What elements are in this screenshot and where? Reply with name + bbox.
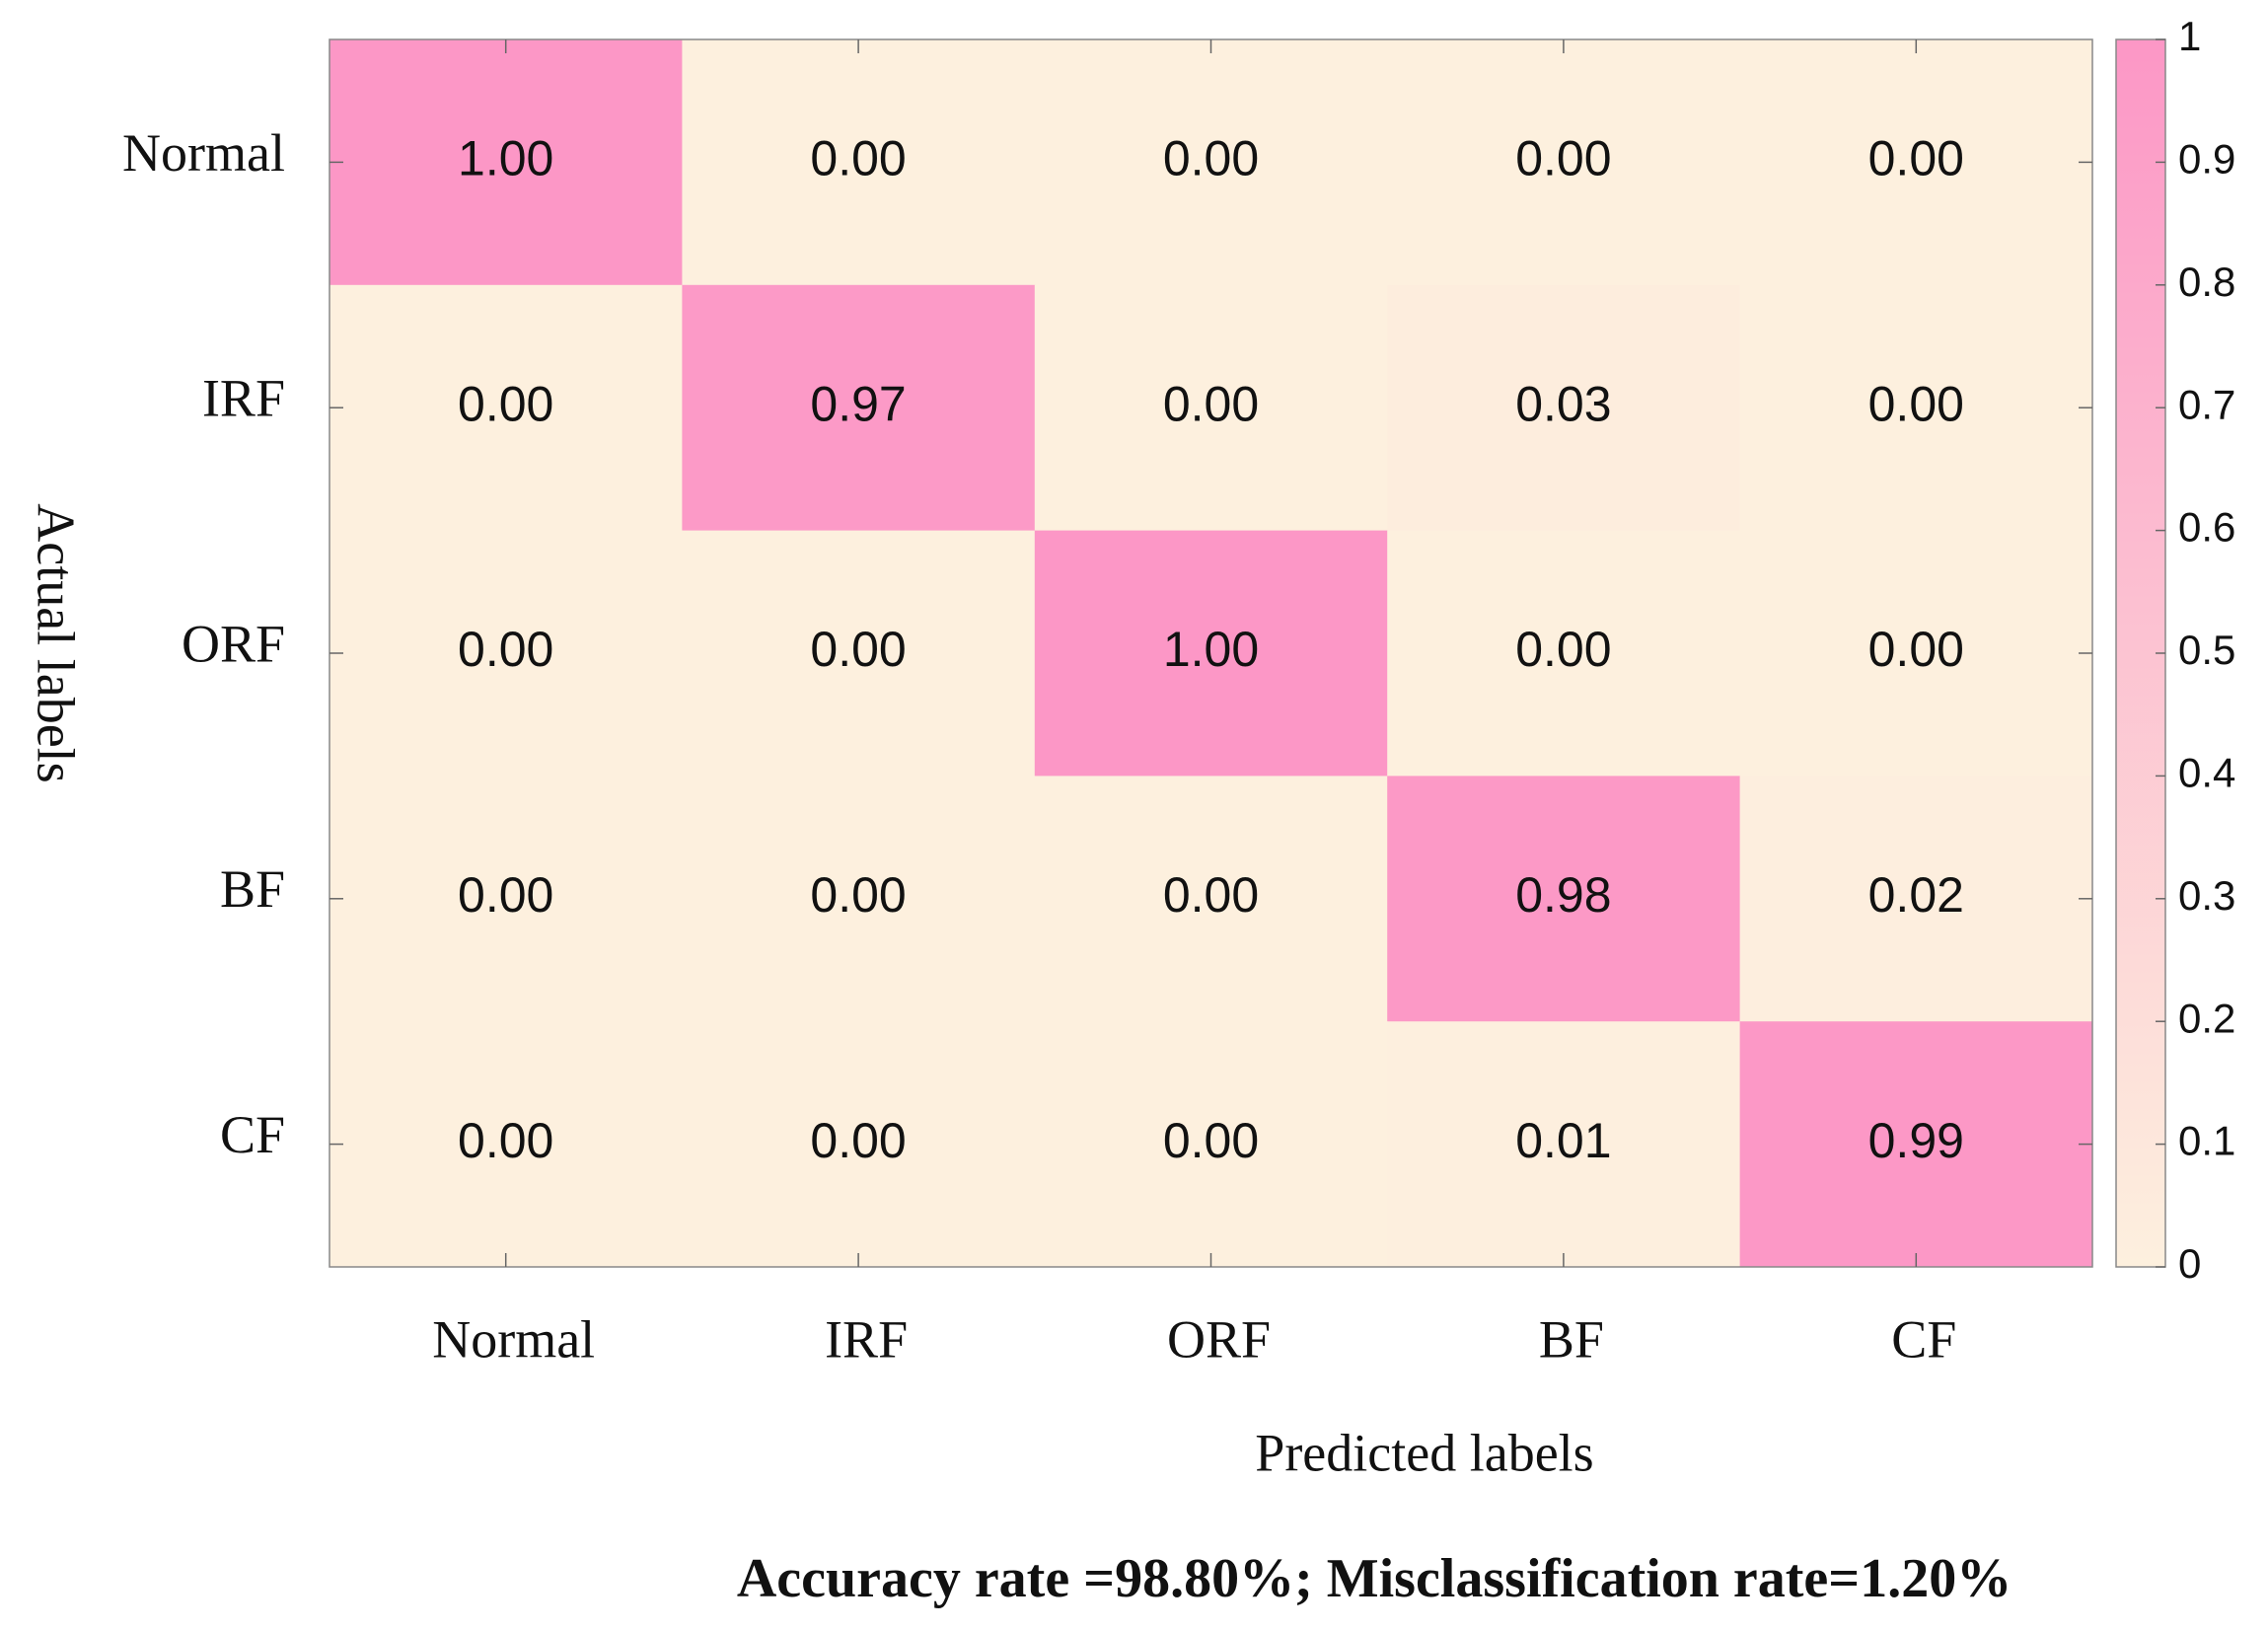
cell-label: 0.00 xyxy=(1515,131,1611,186)
cell xyxy=(1387,776,1741,1022)
cell-label: 0.97 xyxy=(810,376,906,431)
colorbar-tick-label: 0.1 xyxy=(2178,1118,2235,1164)
cell xyxy=(1034,530,1388,777)
x-tick-label: CF xyxy=(1891,1309,1956,1369)
colorbar-tick-label: 0.9 xyxy=(2178,135,2235,182)
x-tick-label: IRF xyxy=(825,1309,908,1369)
y-tick-label: Normal xyxy=(122,123,285,183)
y-axis-title: Actual labels xyxy=(27,503,86,782)
x-axis-title: Predicted labels xyxy=(1255,1423,1593,1482)
colorbar-tick-label: 0.2 xyxy=(2178,995,2235,1041)
cell xyxy=(329,776,683,1022)
cell-label: 0.00 xyxy=(458,622,553,677)
cell-label: 0.00 xyxy=(810,1113,906,1168)
cell xyxy=(329,39,683,286)
cell-label: 0.00 xyxy=(810,131,906,186)
cell xyxy=(1387,530,1741,777)
cell-label: 0.00 xyxy=(1868,376,1964,431)
colorbar-tick-label: 1 xyxy=(2178,13,2201,59)
cell xyxy=(1739,1021,2093,1268)
cell-label: 0.00 xyxy=(458,376,553,431)
cell-label: 0.00 xyxy=(458,1113,553,1168)
cell xyxy=(1739,284,2093,532)
cell xyxy=(1387,284,1741,532)
cell-label: 0.00 xyxy=(1163,376,1259,431)
cell-label: 0.00 xyxy=(1868,131,1964,186)
cell-label: 0.00 xyxy=(1163,1113,1259,1168)
colorbar-tick-label: 0.4 xyxy=(2178,749,2235,795)
cell xyxy=(1034,1021,1388,1268)
cell xyxy=(682,1021,1036,1268)
cell-label: 1.00 xyxy=(1163,622,1259,677)
colorbar-tick-label: 0.8 xyxy=(2178,259,2235,305)
cell xyxy=(1034,284,1388,532)
cell xyxy=(1034,39,1388,286)
y-tick-label: CF xyxy=(220,1105,285,1164)
cell-label: 0.03 xyxy=(1515,376,1611,431)
cell-label: 0.01 xyxy=(1515,1113,1611,1168)
cell xyxy=(1387,39,1741,286)
colorbar-tick-label: 0.7 xyxy=(2178,381,2235,427)
cell-label: 0.98 xyxy=(1515,867,1611,923)
x-tick-label: Normal xyxy=(432,1309,595,1369)
y-tick-label: ORF xyxy=(182,614,285,673)
cell xyxy=(1739,776,2093,1022)
note: Accuracy rate =98.80%; Misclassification… xyxy=(737,1548,2012,1609)
cell-label: 0.00 xyxy=(458,867,553,923)
cell-label: 0.00 xyxy=(1868,622,1964,677)
x-tick-label: ORF xyxy=(1167,1309,1271,1369)
cell xyxy=(1739,530,2093,777)
y-tick-label: IRF xyxy=(202,369,285,428)
cell xyxy=(1387,1021,1741,1268)
cell xyxy=(682,776,1036,1022)
cell xyxy=(1739,39,2093,286)
cell xyxy=(329,284,683,532)
cell xyxy=(329,1021,683,1268)
cell-label: 0.00 xyxy=(1163,867,1259,923)
colorbar-tick-label: 0 xyxy=(2178,1240,2201,1287)
colorbar-tick-label: 0.3 xyxy=(2178,872,2235,919)
cell xyxy=(329,530,683,777)
cell xyxy=(1034,776,1388,1022)
cell-label: 0.99 xyxy=(1868,1113,1964,1168)
cell-label: 0.00 xyxy=(810,867,906,923)
cell-label: 1.00 xyxy=(458,131,553,186)
cell xyxy=(682,284,1036,532)
colorbar-tick-label: 0.5 xyxy=(2178,627,2235,673)
cell xyxy=(682,39,1036,286)
y-tick-label: BF xyxy=(220,859,285,919)
x-tick-label: BF xyxy=(1539,1309,1604,1369)
cell-label: 0.02 xyxy=(1868,867,1964,923)
cell xyxy=(682,530,1036,777)
cell-label: 0.00 xyxy=(1515,622,1611,677)
cell-label: 0.00 xyxy=(1163,131,1259,186)
colorbar-tick-label: 0.6 xyxy=(2178,504,2235,551)
cell-label: 0.00 xyxy=(810,622,906,677)
